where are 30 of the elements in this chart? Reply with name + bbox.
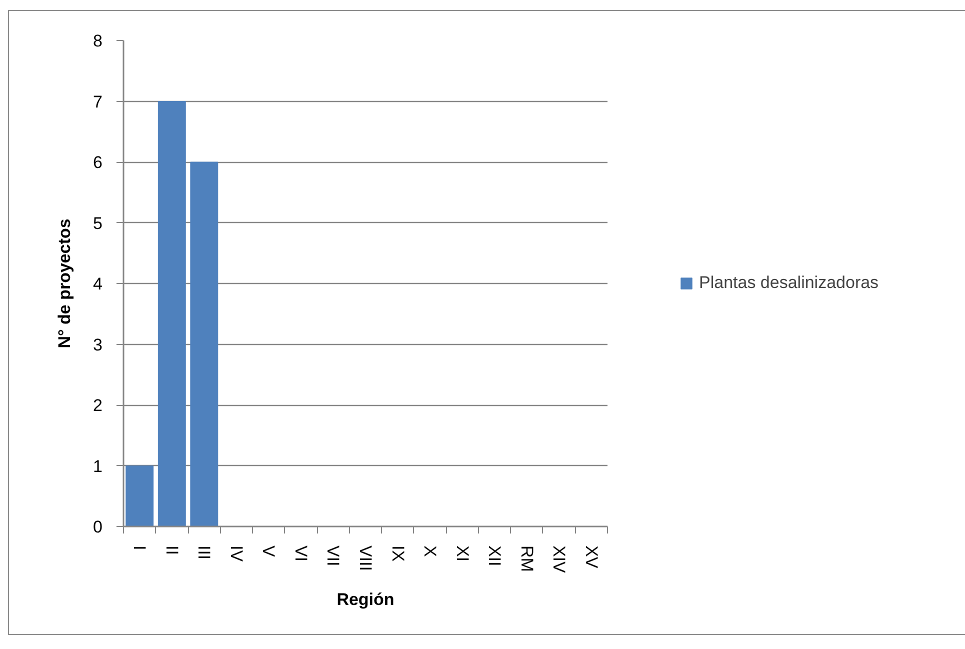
x-tick-label: II [162,546,182,555]
x-tick-label: XII [485,546,504,566]
x-tick-label: XIV [550,546,569,574]
x-tick-label: V [259,546,278,558]
x-tick-label: III [194,546,214,560]
x-tick-label: X [420,546,440,557]
x-tick-label: XI [452,546,472,562]
y-tick-label: 1 [93,456,103,476]
x-tick-label: VII [324,546,343,566]
x-tick-label: VIII [356,546,375,572]
y-tick-label: 2 [93,396,103,415]
y-tick-label: 3 [93,335,103,354]
y-tick-label: 0 [93,518,103,536]
x-tick-label: RM [517,546,536,572]
x-axis-title: Región [336,590,394,609]
y-tick-label: 7 [93,92,103,112]
bar [126,466,154,526]
y-tick-label: 5 [93,214,103,233]
y-tick-label: 6 [93,153,103,172]
x-tick-label: VI [291,546,310,562]
bar [190,162,218,526]
y-tick-label: 4 [93,274,103,294]
x-tick-label: I [130,546,150,550]
y-tick-label: 8 [93,32,103,50]
bar [158,101,186,526]
x-tick-label: IV [226,546,246,562]
legend-label: Plantas desalinizadoras [699,273,879,293]
x-tick-label: XV [582,546,601,569]
y-axis-title: N° de proyectos [55,218,74,348]
x-tick-label: IX [388,546,408,562]
